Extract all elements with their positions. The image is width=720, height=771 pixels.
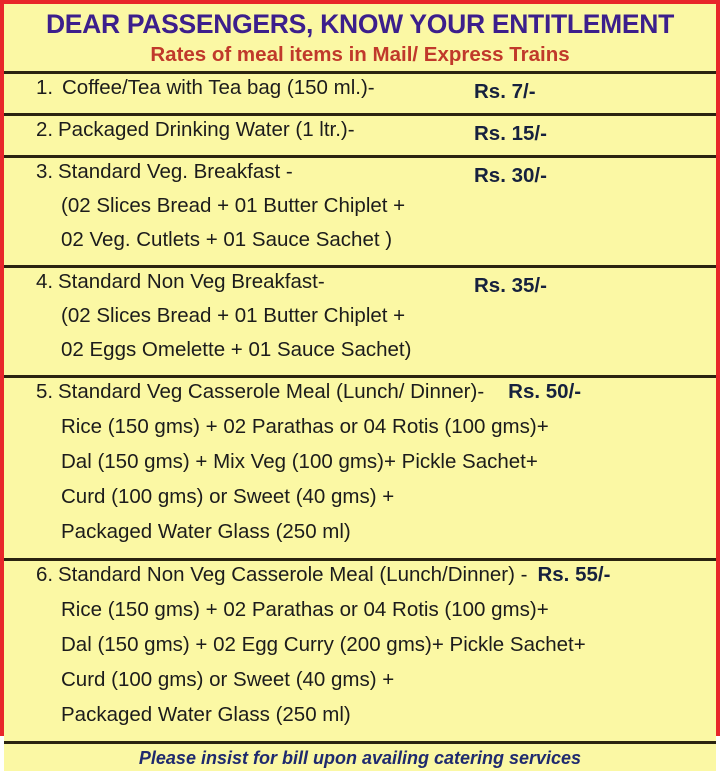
- item-number: 5.: [36, 380, 54, 403]
- item-detail-line: Rice (150 gms) + 02 Parathas or 04 Rotis…: [4, 415, 716, 450]
- item-detail-line: Dal (150 gms) + Mix Veg (100 gms)+ Pickl…: [4, 450, 716, 485]
- item-detail-line: 02 Veg. Cutlets + 01 Sauce Sachet ): [4, 228, 716, 262]
- item-detail-line: (02 Slices Bread + 01 Butter Chiplet +: [4, 304, 716, 338]
- item-detail-text: Packaged Water Glass (250 ml): [61, 520, 351, 543]
- item-number: 3.: [36, 160, 54, 183]
- item-headline: 1. Coffee/Tea with Tea bag (150 ml.)- Rs…: [4, 76, 716, 110]
- item-number: 4.: [36, 270, 54, 293]
- page-subtitle: Rates of meal items in Mail/ Express Tra…: [150, 43, 570, 66]
- item-headline: 6. Standard Non Veg Casserole Meal (Lunc…: [4, 563, 716, 598]
- item-headline: 3. Standard Veg. Breakfast - Rs. 30/-: [4, 160, 716, 194]
- item-detail-line: Packaged Water Glass (250 ml): [4, 703, 716, 738]
- item-name: Standard Non Veg Breakfast-: [58, 270, 325, 293]
- item-detail-line: (02 Slices Bread + 01 Butter Chiplet +: [4, 194, 716, 228]
- item-detail-line: Curd (100 gms) or Sweet (40 gms) +: [4, 668, 716, 703]
- poster-header: DEAR PASSENGERS, KNOW YOUR ENTITLEMENT R…: [4, 4, 716, 74]
- item-name: Standard Veg Casserole Meal (Lunch/ Dinn…: [58, 380, 485, 403]
- item-detail-text: Curd (100 gms) or Sweet (40 gms) +: [61, 668, 395, 691]
- item-price: Rs. 15/-: [474, 122, 547, 145]
- item-number: 1.: [36, 76, 54, 99]
- table-row: 6. Standard Non Veg Casserole Meal (Lunc…: [4, 561, 716, 741]
- item-price: Rs. 35/-: [474, 274, 547, 297]
- item-detail-text: Packaged Water Glass (250 ml): [61, 703, 351, 726]
- item-detail-text: (02 Slices Bread + 01 Butter Chiplet +: [61, 304, 406, 327]
- item-detail-line: Curd (100 gms) or Sweet (40 gms) +: [4, 485, 716, 520]
- item-detail-text: Dal (150 gms) + 02 Egg Curry (200 gms)+ …: [61, 633, 586, 656]
- item-detail-text: Rice (150 gms) + 02 Parathas or 04 Rotis…: [61, 415, 549, 438]
- item-detail-line: 02 Eggs Omelette + 01 Sauce Sachet): [4, 338, 716, 372]
- table-row: 4. Standard Non Veg Breakfast- Rs. 35/- …: [4, 268, 716, 378]
- item-detail-text: Curd (100 gms) or Sweet (40 gms) +: [61, 485, 395, 508]
- item-headline: 5. Standard Veg Casserole Meal (Lunch/ D…: [4, 380, 716, 415]
- item-name: Standard Non Veg Casserole Meal (Lunch/D…: [58, 563, 528, 586]
- item-name: Packaged Drinking Water (1 ltr.)-: [58, 118, 355, 141]
- item-headline: 2. Packaged Drinking Water (1 ltr.)- Rs.…: [4, 118, 716, 152]
- item-name: Coffee/Tea with Tea bag (150 ml.)-: [62, 76, 375, 99]
- table-row: 1. Coffee/Tea with Tea bag (150 ml.)- Rs…: [4, 74, 716, 116]
- item-name: Standard Veg. Breakfast -: [58, 160, 293, 183]
- item-price: Rs. 30/-: [474, 164, 547, 187]
- item-detail-text: 02 Eggs Omelette + 01 Sauce Sachet): [61, 338, 412, 361]
- page-title: DEAR PASSENGERS, KNOW YOUR ENTITLEMENT: [45, 9, 675, 39]
- item-detail-line: Packaged Water Glass (250 ml): [4, 520, 716, 555]
- item-headline: 4. Standard Non Veg Breakfast- Rs. 35/-: [4, 270, 716, 304]
- item-detail-text: Rice (150 gms) + 02 Parathas or 04 Rotis…: [61, 598, 549, 621]
- item-number: 6.: [36, 563, 54, 586]
- item-detail-text: Dal (150 gms) + Mix Veg (100 gms)+ Pickl…: [61, 450, 538, 473]
- item-detail-text: (02 Slices Bread + 01 Butter Chiplet +: [61, 194, 406, 217]
- rates-table: 1. Coffee/Tea with Tea bag (150 ml.)- Rs…: [4, 74, 716, 741]
- item-price: Rs. 55/-: [537, 563, 611, 586]
- item-detail-text: 02 Veg. Cutlets + 01 Sauce Sachet ): [61, 228, 393, 251]
- table-row: 2. Packaged Drinking Water (1 ltr.)- Rs.…: [4, 116, 716, 158]
- footer-note: Please insist for bill upon availing cat…: [138, 748, 582, 768]
- poster-footer: Please insist for bill upon availing cat…: [4, 741, 716, 771]
- item-detail-line: Dal (150 gms) + 02 Egg Curry (200 gms)+ …: [4, 633, 716, 668]
- item-number: 2.: [36, 118, 54, 141]
- item-price: Rs. 50/-: [508, 380, 582, 403]
- table-row: 5. Standard Veg Casserole Meal (Lunch/ D…: [4, 378, 716, 561]
- table-row: 3. Standard Veg. Breakfast - Rs. 30/- (0…: [4, 158, 716, 268]
- item-price: Rs. 7/-: [474, 80, 536, 103]
- item-detail-line: Rice (150 gms) + 02 Parathas or 04 Rotis…: [4, 598, 716, 633]
